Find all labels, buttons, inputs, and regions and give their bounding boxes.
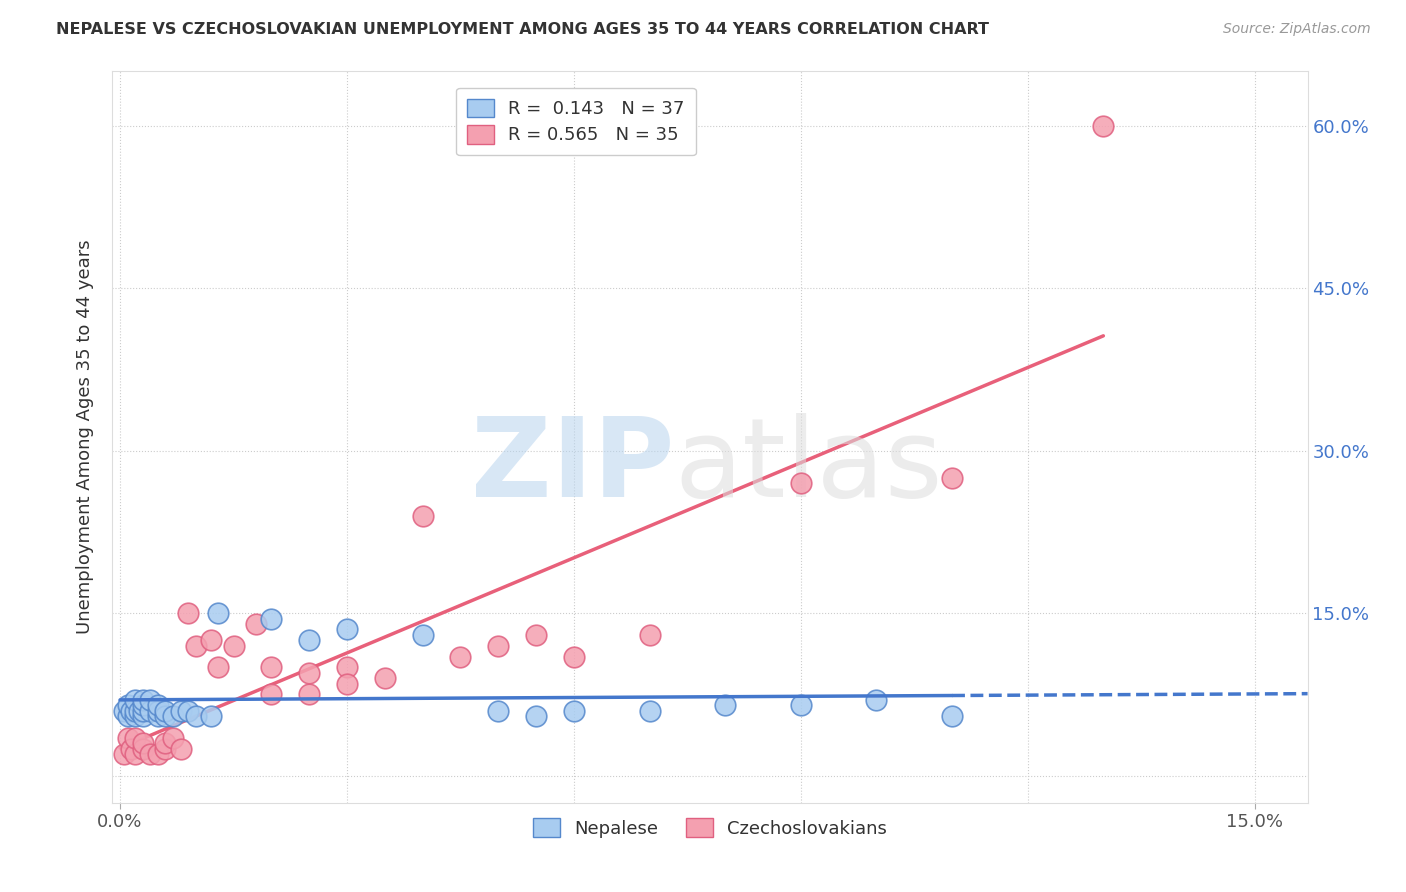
Point [524, 628, 547, 642]
Point [139, 747, 162, 761]
Point [120, 704, 142, 718]
Text: NEPALESE VS CZECHOSLOVAKIAN UNEMPLOYMENT AMONG AGES 35 TO 44 YEARS CORRELATION C: NEPALESE VS CZECHOSLOVAKIAN UNEMPLOYMENT… [56, 22, 990, 37]
Point [132, 704, 155, 718]
Point [298, 633, 321, 648]
Point [524, 709, 547, 723]
Point [184, 639, 207, 653]
Point [486, 704, 509, 718]
Point [298, 688, 321, 702]
Point [132, 736, 155, 750]
Point [132, 741, 155, 756]
Point [449, 649, 471, 664]
Point [112, 704, 135, 718]
Legend: Nepalese, Czechoslovakians: Nepalese, Czechoslovakians [526, 811, 894, 845]
Text: ZIP: ZIP [471, 413, 675, 520]
Point [200, 709, 222, 723]
Point [132, 709, 155, 723]
Point [155, 736, 177, 750]
Point [155, 704, 177, 718]
Point [124, 704, 146, 718]
Point [128, 704, 150, 718]
Point [200, 633, 222, 648]
Point [336, 623, 359, 637]
Point [412, 508, 434, 523]
Point [124, 693, 146, 707]
Point [562, 704, 585, 718]
Point [638, 704, 661, 718]
Point [298, 665, 321, 680]
Point [117, 698, 139, 713]
Point [1092, 119, 1115, 133]
Point [124, 747, 146, 761]
Point [124, 731, 146, 745]
Point [169, 741, 191, 756]
Point [162, 731, 184, 745]
Point [117, 709, 139, 723]
Text: Source: ZipAtlas.com: Source: ZipAtlas.com [1223, 22, 1371, 37]
Point [790, 698, 813, 713]
Point [155, 741, 177, 756]
Point [146, 698, 169, 713]
Point [412, 628, 434, 642]
Point [139, 704, 162, 718]
Point [260, 611, 283, 625]
Point [120, 741, 142, 756]
Point [184, 709, 207, 723]
Point [112, 747, 135, 761]
Point [117, 731, 139, 745]
Point [374, 671, 396, 685]
Point [245, 617, 267, 632]
Point [162, 709, 184, 723]
Point [941, 471, 963, 485]
Point [146, 704, 169, 718]
Point [139, 693, 162, 707]
Point [132, 698, 155, 713]
Point [222, 639, 245, 653]
Point [124, 709, 146, 723]
Point [336, 660, 359, 674]
Point [260, 688, 283, 702]
Text: atlas: atlas [675, 413, 942, 520]
Point [486, 639, 509, 653]
Point [146, 709, 169, 723]
Point [146, 747, 169, 761]
Y-axis label: Unemployment Among Ages 35 to 44 years: Unemployment Among Ages 35 to 44 years [76, 240, 94, 634]
Point [714, 698, 737, 713]
Point [865, 693, 887, 707]
Point [177, 704, 200, 718]
Point [207, 606, 229, 620]
Point [207, 660, 229, 674]
Point [336, 676, 359, 690]
Point [941, 709, 963, 723]
Point [260, 660, 283, 674]
Point [790, 476, 813, 491]
Point [155, 709, 177, 723]
Point [638, 628, 661, 642]
Point [132, 693, 155, 707]
Point [177, 606, 200, 620]
Point [169, 704, 191, 718]
Point [562, 649, 585, 664]
